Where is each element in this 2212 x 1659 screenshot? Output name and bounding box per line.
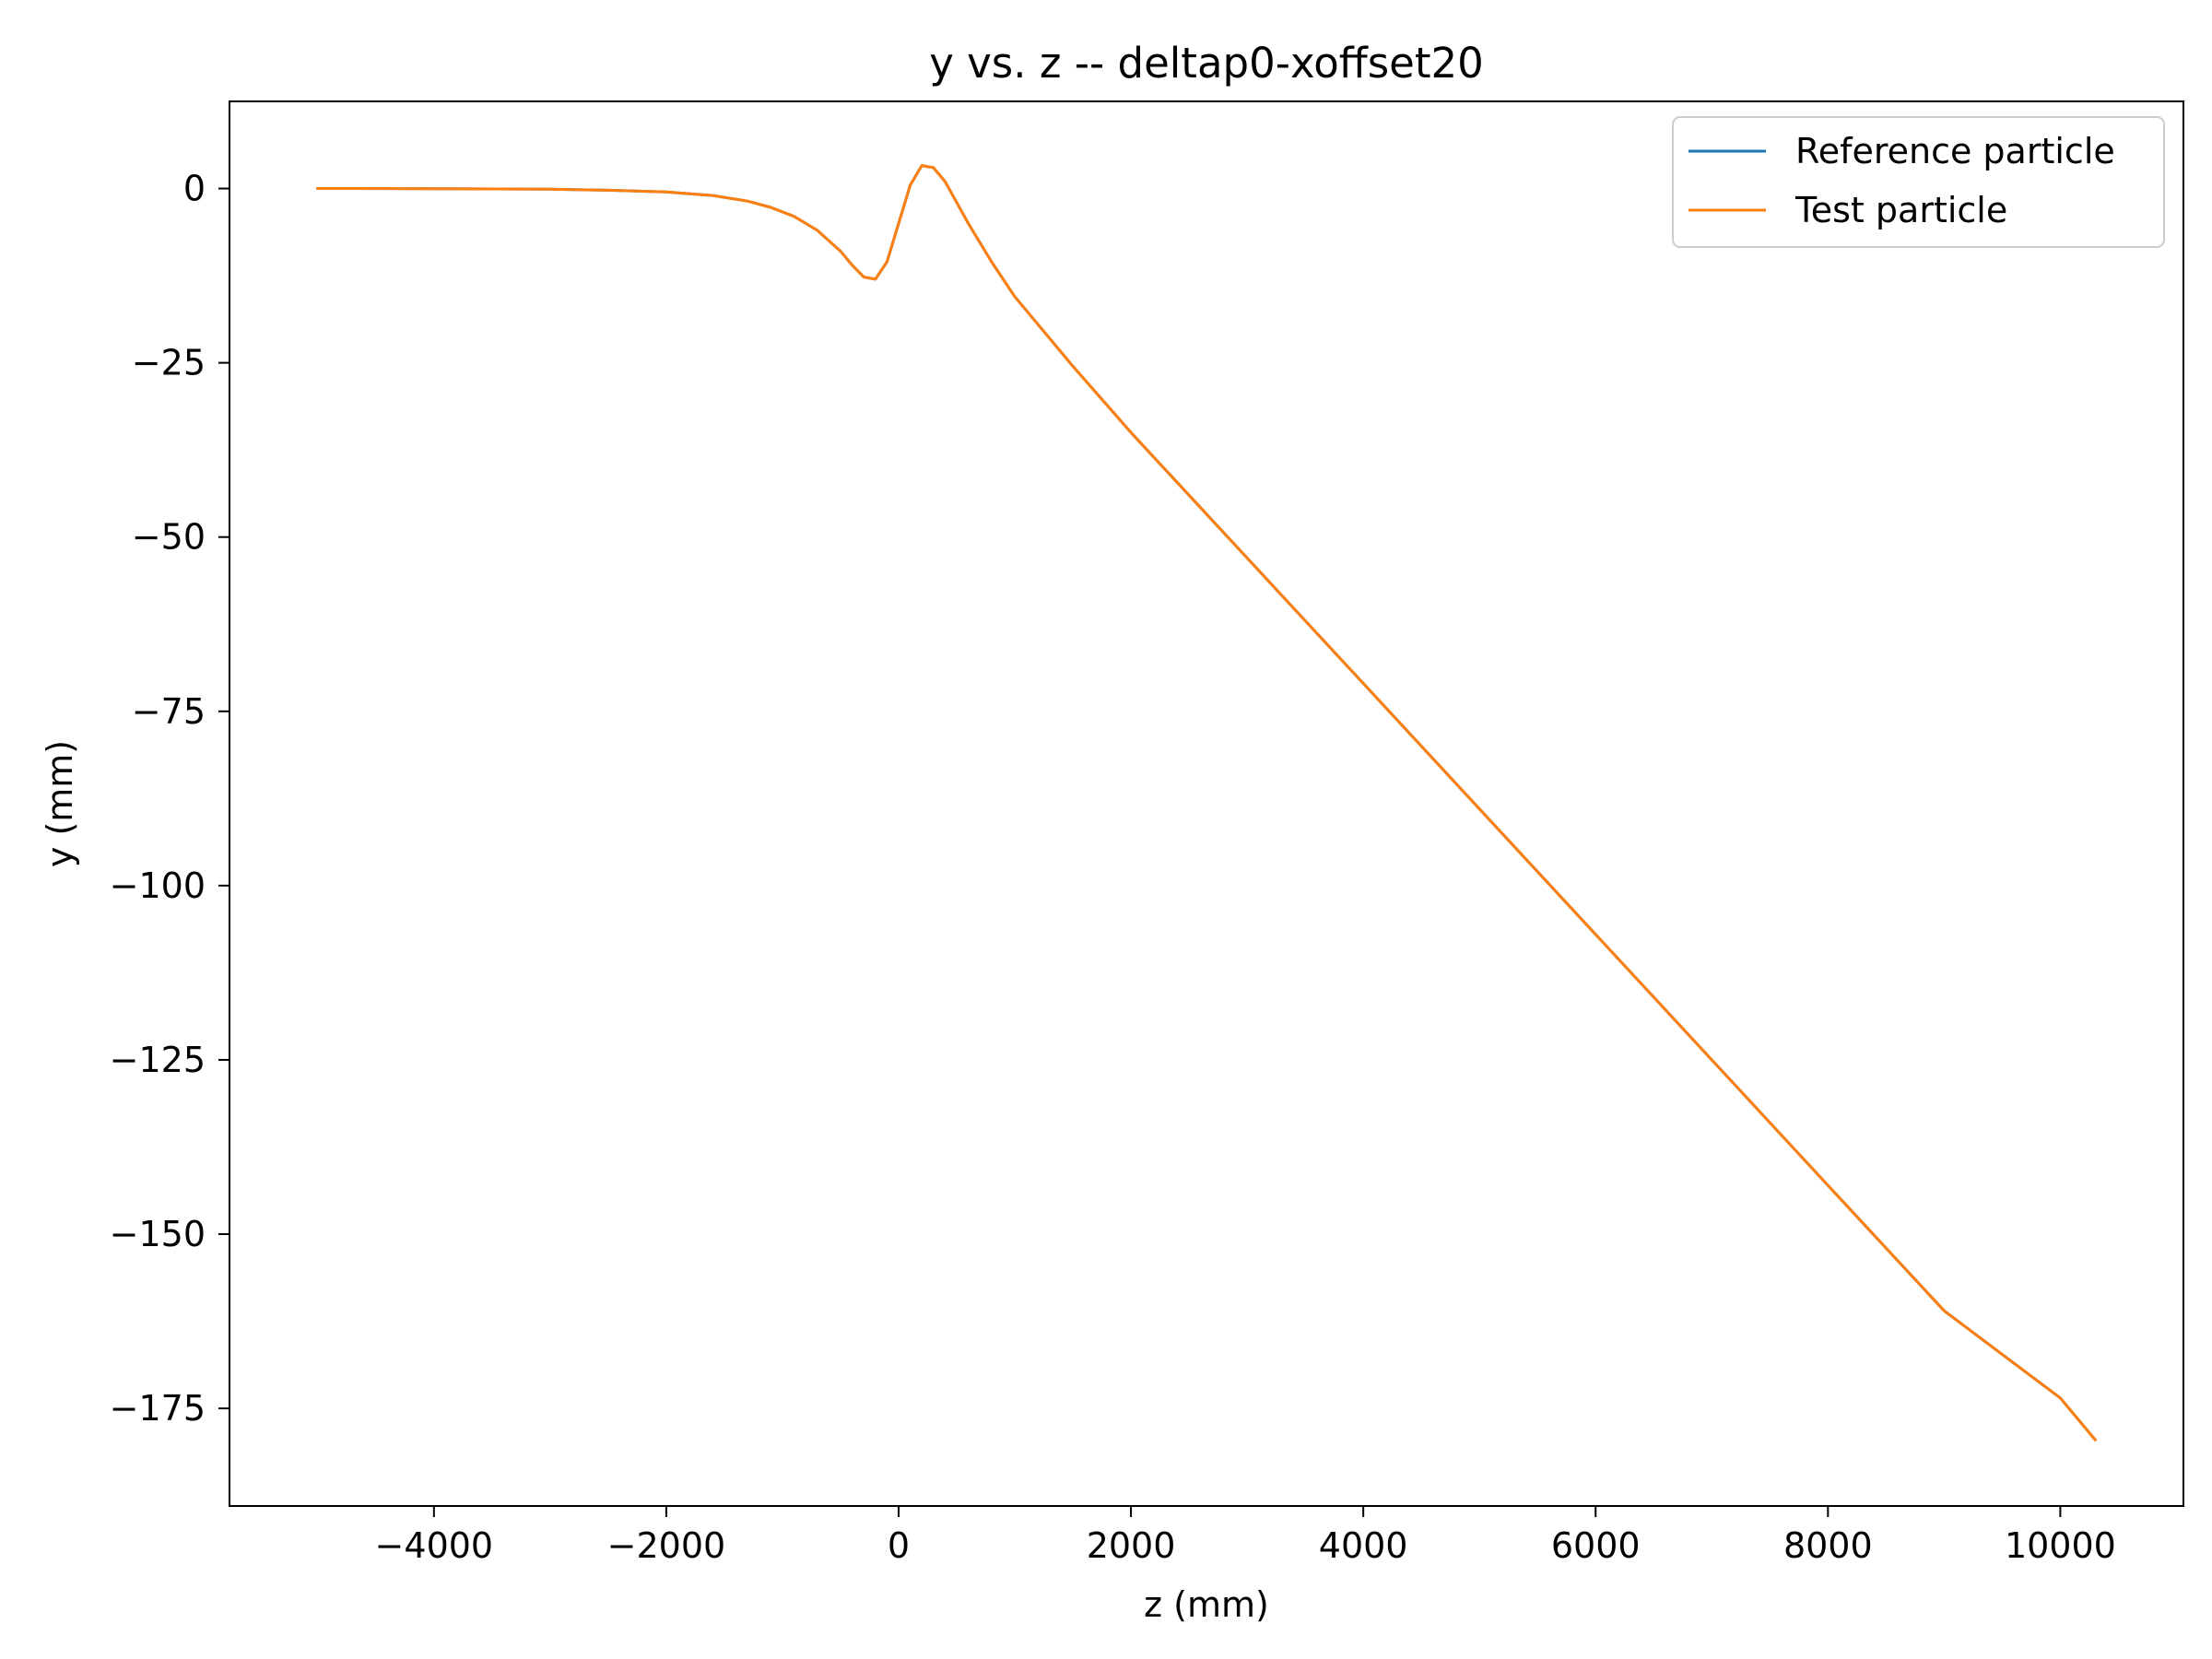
plot-frame (229, 100, 2184, 1507)
y-tick-label: −75 (132, 691, 206, 732)
x-tick-label: 6000 (1551, 1525, 1641, 1566)
series-line-test-particle (316, 164, 2098, 1442)
y-axis-label: y (mm) (40, 740, 80, 867)
x-tick-label: 4000 (1319, 1525, 1408, 1566)
x-tick-label: 0 (888, 1525, 910, 1566)
y-tick-label: −100 (110, 865, 206, 906)
x-axis: −4000 −2000 0 2000 4000 6000 8000 10000 (375, 1506, 2116, 1566)
x-tick-label: 10000 (2005, 1525, 2116, 1566)
legend-label: Test particle (1794, 190, 2007, 230)
x-tick-label: 2000 (1087, 1525, 1176, 1566)
y-tick-label: −25 (132, 343, 206, 383)
y-axis: 0 −25 −50 −75 −100 −125 −150 −175 (110, 169, 229, 1429)
y-tick-label: −175 (110, 1388, 206, 1429)
x-axis-label: z (mm) (1144, 1584, 1269, 1625)
legend: Reference particle Test particle (1672, 116, 2165, 248)
y-tick-label: −50 (132, 517, 206, 558)
legend-label: Reference particle (1795, 131, 2115, 171)
x-tick-label: −4000 (375, 1525, 494, 1566)
y-tick-label: −125 (110, 1040, 206, 1080)
series-group (316, 164, 2098, 1442)
y-tick-label: −150 (110, 1214, 206, 1254)
x-tick-label: 8000 (1783, 1525, 1873, 1566)
legend-box (1672, 116, 2165, 248)
chart-title: y vs. z -- deltap0-xoffset20 (929, 39, 1484, 88)
x-tick-label: −2000 (607, 1525, 726, 1566)
y-tick-label: 0 (183, 169, 206, 209)
